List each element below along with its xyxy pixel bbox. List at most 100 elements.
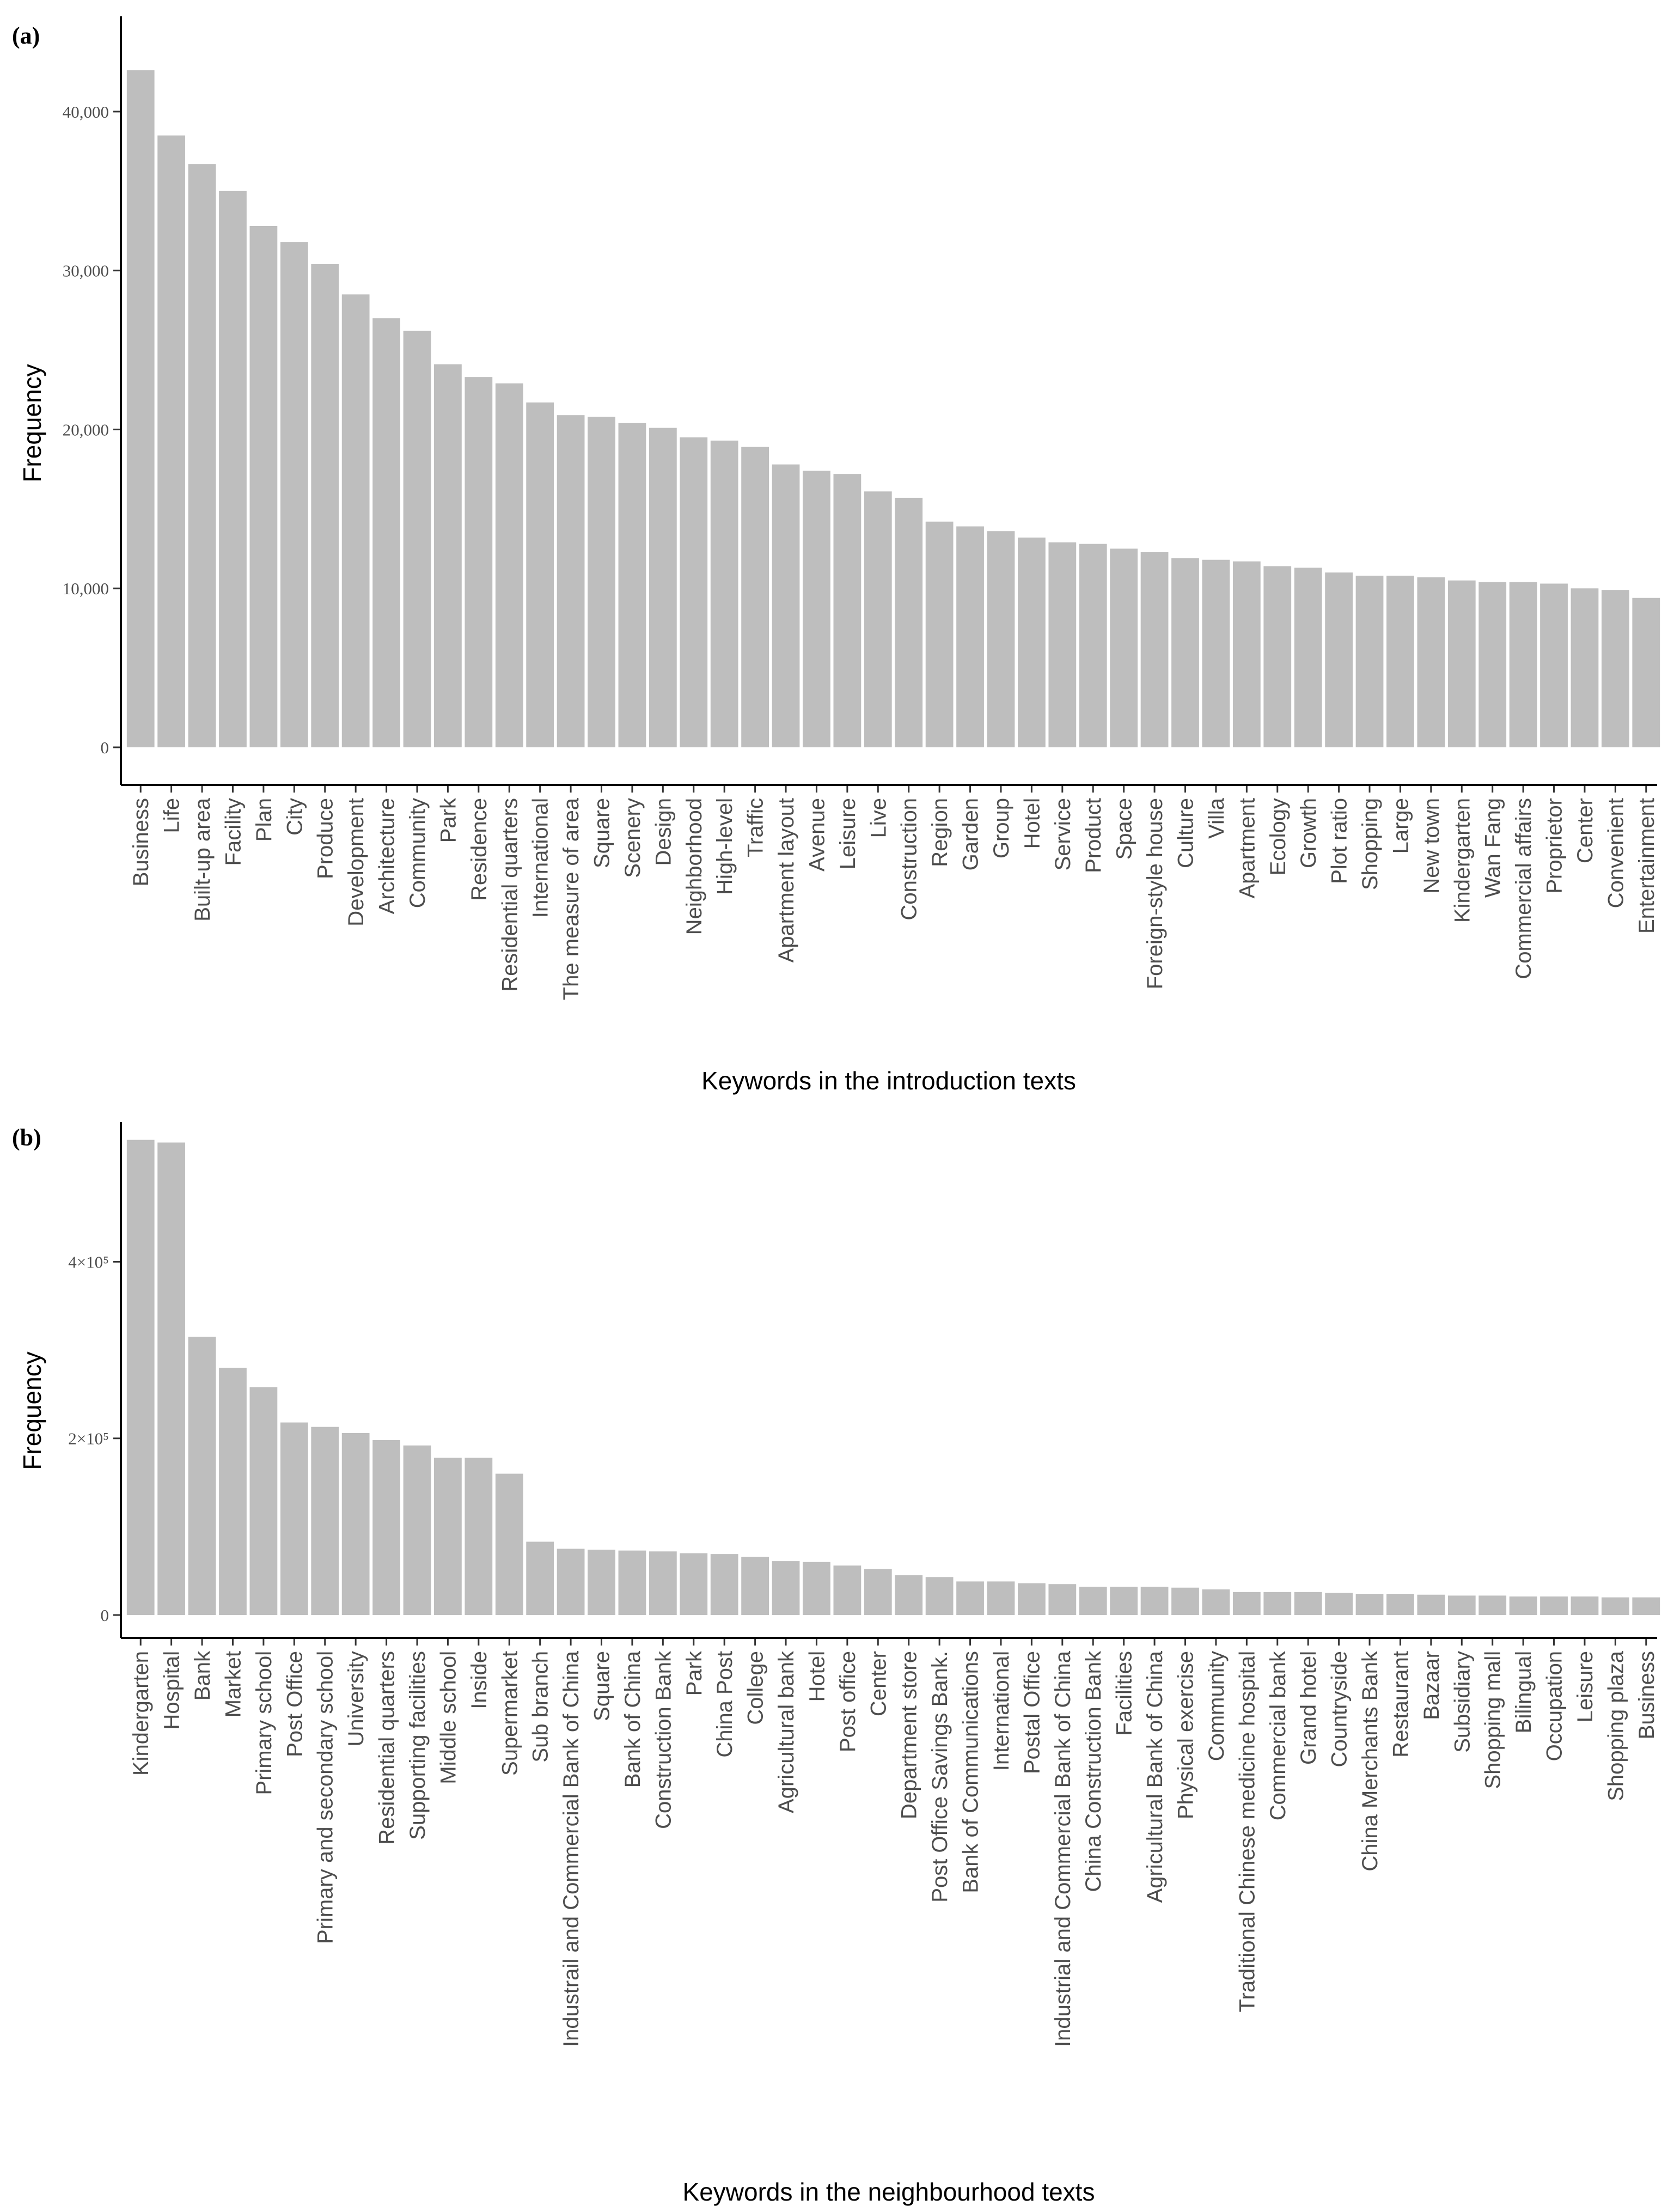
bar-construction-bank (649, 1551, 677, 1615)
bar-group (987, 531, 1015, 747)
panel-a-bars (126, 70, 1660, 748)
x-tick-label: Architecture (375, 798, 399, 914)
y-tick-label: 0 (101, 1606, 109, 1625)
x-tick-label: Plan (252, 798, 276, 842)
bar-culture (1171, 558, 1199, 747)
bar-bank-of-china (618, 1550, 646, 1615)
x-tick-label: China Post (713, 1651, 737, 1758)
x-tick-label: Bazaar (1420, 1651, 1444, 1720)
bar-bank-of-communications (956, 1581, 984, 1615)
x-tick-label: Business (1635, 1651, 1659, 1739)
bar-university (341, 1433, 370, 1615)
bar-live (864, 491, 892, 747)
x-tick-label: Primary and secondary school (314, 1651, 338, 1944)
bar-growth (1294, 568, 1322, 747)
x-tick-label: College (744, 1651, 768, 1725)
y-tick-label: 2×10⁵ (68, 1429, 109, 1448)
x-tick-label: Residence (467, 798, 491, 901)
bar-bazaar (1417, 1594, 1445, 1615)
bar-built-up-area (188, 164, 216, 748)
x-tick-label: Leisure (1573, 1651, 1597, 1722)
bar-grand-hotel (1294, 1592, 1322, 1615)
x-tick-label: Villa (1205, 797, 1229, 839)
bar-life (157, 135, 186, 748)
x-tick-label: Bilingual (1512, 1651, 1536, 1733)
bar-region (925, 521, 954, 747)
x-tick-label: Life (160, 798, 184, 833)
bar-international (526, 402, 554, 747)
x-tick-label: Facilities (1113, 1651, 1137, 1736)
panel-b-x-axis-title: Keywords in the neighbourhood texts (683, 2178, 1095, 2206)
panel-b-chart: (b) Frequency Keywords in the neighbourh… (12, 1122, 1660, 2206)
bar-plan (249, 226, 278, 748)
x-tick-label: Park (436, 797, 460, 843)
x-tick-label: University (344, 1651, 368, 1747)
bar-apartment-layout (772, 464, 800, 747)
x-tick-label: Foreign-style house (1143, 798, 1167, 989)
bar-primary-school (249, 1387, 278, 1615)
x-tick-label: Primary school (252, 1651, 276, 1795)
x-tick-label: Post Office (283, 1651, 307, 1757)
bar-plot-ratio (1325, 572, 1353, 747)
x-tick-label: Apartment layout (774, 798, 798, 962)
x-tick-label: China Construction Bank (1082, 1650, 1105, 1892)
x-tick-label: Group (989, 798, 1013, 858)
bar-service (1048, 542, 1077, 747)
x-tick-label: Convenient (1604, 798, 1628, 908)
x-tick-label: Agricultural bank (774, 1650, 798, 1813)
bar-supporting-facilities (403, 1445, 431, 1615)
panel-b-x-ticks: Kindergarten Hospital Bank Market Primary sc… (129, 1638, 1659, 2047)
bar-villa (1202, 559, 1230, 747)
bar-facilities (1110, 1587, 1138, 1615)
bar-college (741, 1556, 769, 1615)
x-tick-label: New town (1420, 798, 1444, 894)
bar-community (403, 331, 431, 747)
bar-foreign-style-house (1140, 552, 1169, 747)
bar-architecture (372, 318, 400, 747)
x-tick-label: Square (590, 798, 614, 868)
panel-a-y-ticks: 0 10,000 20,000 30,000 40,000 (63, 102, 121, 757)
bar-traffic (741, 447, 769, 747)
x-tick-label: City (283, 798, 307, 836)
x-tick-label: Hotel (1020, 798, 1044, 849)
y-tick-label: 10,000 (63, 579, 109, 598)
bar-square (588, 1550, 615, 1615)
bar-postal-office (1018, 1583, 1046, 1615)
x-tick-label: Traditional Chinese medicine hospital (1235, 1651, 1259, 2012)
x-tick-label: Industrial and Commercial Bank of China (1051, 1650, 1075, 2047)
bar-international (987, 1581, 1015, 1615)
x-tick-label: Leisure (836, 798, 860, 869)
bar-post-office-savings-bank (925, 1577, 954, 1615)
bar-leisure (833, 474, 862, 747)
bar-center (864, 1569, 892, 1615)
x-tick-label: Scenery (621, 798, 645, 878)
bar-subsidiary (1447, 1595, 1476, 1615)
y-tick-label: 4×10⁵ (68, 1252, 109, 1271)
bar-traditional-chinese-medicine-hospital (1232, 1592, 1261, 1615)
x-tick-label: Built-up area (191, 797, 215, 922)
x-tick-label: Park (682, 1650, 706, 1696)
bar-hospital (157, 1142, 186, 1615)
x-tick-label: Middle school (436, 1651, 460, 1784)
bar-business (126, 70, 155, 748)
x-tick-label: Post Office Savings Bank. (928, 1651, 952, 1903)
bar-scenery (618, 423, 646, 747)
x-tick-label: Inside (467, 1651, 491, 1709)
x-tick-label: The measure of area (559, 797, 583, 1000)
x-tick-label: Occupation (1543, 1651, 1567, 1761)
x-tick-label: Hospital (160, 1651, 184, 1730)
bar-construction (895, 497, 923, 747)
bar-post-office (280, 1422, 308, 1615)
x-tick-label: Community (406, 798, 430, 908)
x-tick-label: International (989, 1651, 1013, 1771)
x-tick-label: Residential quarters (498, 798, 522, 992)
x-tick-label: Business (129, 798, 153, 886)
x-tick-label: Bank of China (621, 1650, 645, 1788)
bar-department-store (895, 1575, 923, 1615)
bar-apartment (1232, 561, 1261, 747)
x-tick-label: Proprietor (1543, 798, 1567, 894)
x-tick-label: Garden (959, 798, 983, 870)
bar-square (588, 417, 615, 747)
bar-middle-school (434, 1458, 462, 1615)
